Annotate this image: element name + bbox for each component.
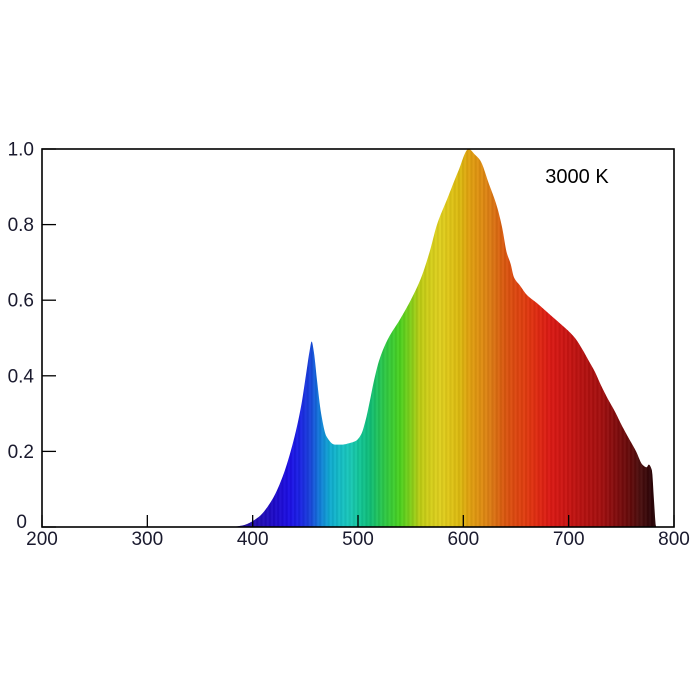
svg-text:800: 800 xyxy=(658,529,690,550)
svg-text:300: 300 xyxy=(131,529,163,550)
svg-text:500: 500 xyxy=(342,529,374,550)
svg-text:0.4: 0.4 xyxy=(8,366,35,387)
svg-text:0.2: 0.2 xyxy=(8,442,34,463)
svg-text:3000 K: 3000 K xyxy=(545,166,609,188)
svg-text:600: 600 xyxy=(447,529,479,550)
svg-text:200: 200 xyxy=(26,529,58,550)
svg-text:700: 700 xyxy=(553,529,585,550)
svg-text:0.6: 0.6 xyxy=(8,291,34,312)
svg-text:400: 400 xyxy=(237,529,269,550)
svg-text:1.0: 1.0 xyxy=(8,140,34,161)
svg-text:0: 0 xyxy=(16,512,27,533)
svg-text:0.8: 0.8 xyxy=(8,215,34,236)
